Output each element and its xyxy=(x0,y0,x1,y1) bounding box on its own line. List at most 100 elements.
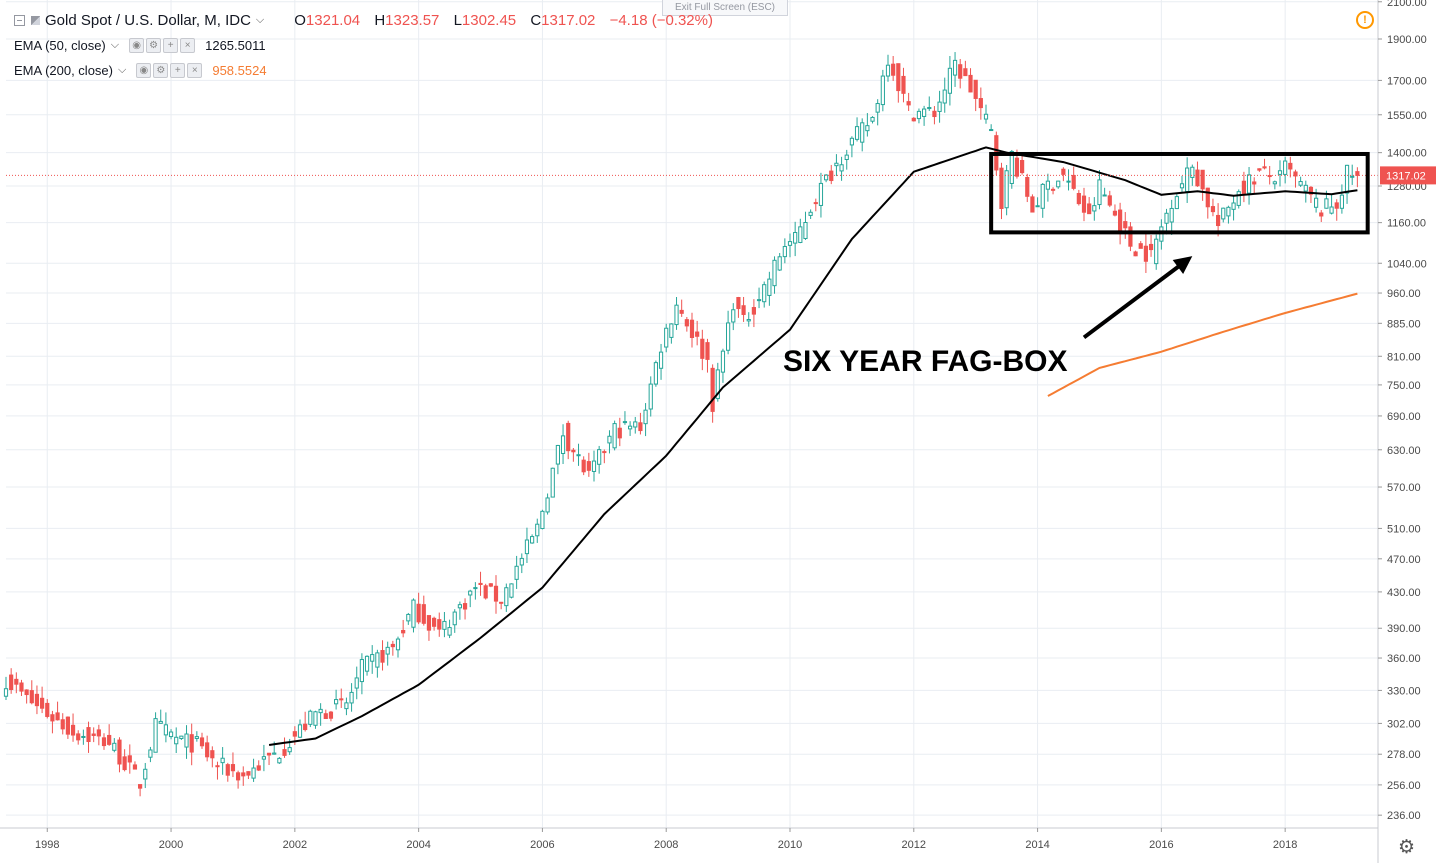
candle xyxy=(344,697,349,716)
candle-body xyxy=(24,689,29,696)
candle xyxy=(958,58,963,89)
candle-body xyxy=(875,103,880,113)
candle-body xyxy=(1056,180,1061,188)
candle xyxy=(168,729,174,740)
candle-body xyxy=(1148,243,1154,251)
candle xyxy=(947,56,952,106)
candle xyxy=(55,701,60,721)
candle xyxy=(576,443,581,466)
candle xyxy=(174,727,179,754)
close-icon[interactable]: × xyxy=(187,63,203,78)
candle-body xyxy=(808,211,813,216)
symbol-title[interactable]: Gold Spot / U.S. Dollar, M, IDC xyxy=(45,12,251,29)
candle-body xyxy=(153,718,158,753)
candle-body xyxy=(612,423,617,449)
candle xyxy=(230,752,236,778)
y-tick-label: 885.00 xyxy=(1387,318,1421,330)
candle xyxy=(1283,156,1288,184)
indicator-name[interactable]: EMA (200, close) xyxy=(14,63,113,78)
candle-body xyxy=(973,79,978,99)
candle-body xyxy=(798,226,803,243)
candle-body xyxy=(158,720,163,724)
y-tick-label: 630.00 xyxy=(1387,445,1421,457)
y-tick-label: 1160.00 xyxy=(1387,218,1426,230)
y-tick-label: 690.00 xyxy=(1387,411,1421,423)
candle xyxy=(906,92,911,112)
indicator-controls: ◉ ⚙ + × xyxy=(136,63,203,78)
gear-icon[interactable]: ⚙ xyxy=(153,63,169,78)
candle-body xyxy=(1035,205,1040,208)
candle-body xyxy=(426,615,432,631)
candle xyxy=(885,54,891,82)
eye-icon[interactable]: ◉ xyxy=(136,63,152,78)
candle xyxy=(1148,234,1154,257)
candle xyxy=(1257,168,1262,172)
candle xyxy=(81,729,86,745)
candle-body xyxy=(927,107,932,110)
candle xyxy=(973,79,978,112)
candle xyxy=(1355,167,1360,188)
candle xyxy=(1308,186,1314,204)
y-tick-label: 470.00 xyxy=(1387,554,1421,566)
y-tick-label: 750.00 xyxy=(1387,380,1421,392)
candle xyxy=(715,362,720,402)
candle xyxy=(524,527,530,564)
candle-body xyxy=(633,421,638,428)
x-tick-label: 2008 xyxy=(654,839,678,851)
candle xyxy=(282,737,287,758)
candle xyxy=(922,105,927,126)
plus-icon[interactable]: + xyxy=(170,63,186,78)
gear-icon[interactable]: ⚙ xyxy=(146,38,162,53)
low-value: 1302.45 xyxy=(461,12,517,29)
candle xyxy=(1025,173,1030,203)
candle-body xyxy=(1293,171,1298,177)
chevron-down-icon[interactable]: ⌵ xyxy=(110,39,120,51)
candle xyxy=(927,96,932,111)
candle xyxy=(1195,161,1200,187)
candle xyxy=(777,253,782,271)
candle-body xyxy=(132,764,138,770)
candle xyxy=(1231,195,1236,221)
candle xyxy=(540,509,545,530)
candle xyxy=(1097,170,1102,210)
candle-body xyxy=(854,126,860,140)
candle xyxy=(1107,190,1112,208)
x-tick-label: 2014 xyxy=(1025,839,1049,851)
candle xyxy=(1334,199,1339,221)
candle xyxy=(978,87,983,120)
candle-body xyxy=(349,691,354,704)
candle-body xyxy=(540,510,545,530)
exit-fullscreen-button[interactable]: Exit Full Screen (ESC) xyxy=(662,0,788,16)
candle xyxy=(1030,194,1035,213)
candle xyxy=(1185,157,1190,203)
candle-body xyxy=(937,101,942,112)
candle-body xyxy=(1344,164,1350,194)
candle-body xyxy=(638,422,643,432)
close-icon[interactable]: × xyxy=(180,38,196,53)
candle xyxy=(648,376,653,417)
candle-body xyxy=(220,757,225,764)
chevron-down-icon[interactable]: ⌵ xyxy=(255,14,265,26)
collapse-icon[interactable] xyxy=(14,15,25,26)
y-tick-label: 1400.00 xyxy=(1387,148,1427,160)
candle-body xyxy=(844,154,849,161)
candle xyxy=(1236,189,1241,209)
chevron-down-icon[interactable]: ⌵ xyxy=(118,64,127,76)
candle-body xyxy=(1226,206,1231,217)
candle-body xyxy=(597,449,602,465)
candle xyxy=(19,679,24,697)
candle-body xyxy=(437,619,442,630)
candle xyxy=(432,616,437,631)
warning-icon[interactable]: ! xyxy=(1356,11,1374,29)
candle-body xyxy=(174,736,179,745)
indicator-name[interactable]: EMA (50, close) xyxy=(14,38,106,53)
candle xyxy=(148,746,153,763)
gear-icon[interactable]: ⚙ xyxy=(1398,837,1416,858)
candle-body xyxy=(1272,181,1277,185)
plus-icon[interactable]: + xyxy=(163,38,179,53)
eye-icon[interactable]: ◉ xyxy=(129,38,145,53)
candle-body xyxy=(499,601,504,604)
candle-body xyxy=(70,724,76,736)
candle-body xyxy=(266,752,272,756)
